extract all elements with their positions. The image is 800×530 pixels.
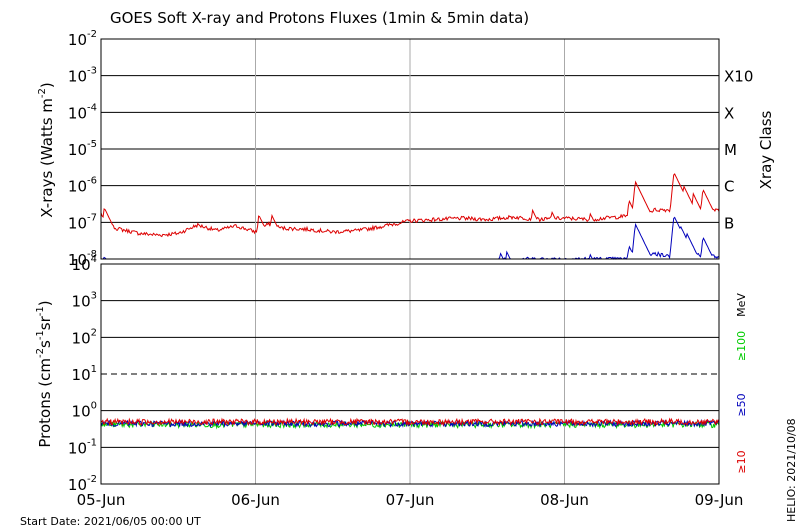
xray-ytick-label: 10-2	[68, 29, 97, 49]
proton-ytick-label: 100	[72, 401, 97, 421]
xray-ylabel: X-rays (Watts m-2)	[37, 82, 56, 217]
proton-panel: 10-2 10-1 100 101 102 103 104 Protons (cm-2s-1…	[35, 254, 748, 494]
proton-ytick-label: 103	[72, 291, 97, 311]
xray-ytick-label: 10-8	[68, 249, 97, 269]
xray-ytick-label: 10-4	[68, 102, 97, 122]
proton-legend-entry: ≥10	[735, 450, 748, 473]
x-tick-label: 08-Jun	[540, 491, 589, 509]
proton-series	[100, 417, 720, 427]
xray-frame	[100, 38, 720, 260]
proton-ytick-label: 10-1	[68, 437, 97, 457]
xray-class-label: B	[724, 214, 734, 232]
chart-title: GOES Soft X-ray and Protons Fluxes (1min…	[110, 9, 529, 27]
xray-class-axis-label: Xray Class	[757, 110, 775, 189]
xray-long-series	[100, 173, 720, 238]
proton-unit-label: MeV	[735, 293, 748, 317]
xray-class-label: X	[724, 104, 734, 122]
xray-class-label: C	[724, 178, 734, 196]
proton-ylabel: Protons (cm-2s-1sr-1)	[35, 300, 54, 447]
proton-legend-entry: ≥100	[735, 331, 748, 361]
x-tick-label: 06-Jun	[231, 491, 280, 509]
xray-class-label: X10	[724, 68, 753, 86]
xray-ytick-label: 10-3	[68, 66, 97, 86]
x-tick-label: 05-Jun	[77, 491, 126, 509]
start-date: Start Date: 2021/06/05 00:00 UT	[20, 515, 201, 528]
proton-ytick-label: 101	[72, 364, 97, 384]
x-tick-label: 07-Jun	[386, 491, 435, 509]
xray-ytick-label: 10-5	[68, 139, 97, 159]
x-tick-label: 09-Jun	[695, 491, 744, 509]
proton-ytick-label: 104	[72, 254, 97, 274]
proton-ytick-label: 10-2	[68, 474, 97, 494]
xray-ytick-label: 10-7	[68, 212, 97, 232]
xray-class-label: M	[724, 141, 737, 159]
proton-frame	[100, 263, 720, 485]
xray-ytick-label: 10-6	[68, 176, 97, 196]
proton-legend-entry: ≥50	[735, 393, 748, 416]
helio-stamp: HELIO: 2021/10/08	[785, 418, 798, 522]
xray-panel: 10-8 10-7 10-6 10-5 10-4 10-3 10-2 X10 X M CB X-r…	[37, 29, 775, 484]
proton-ytick-label: 102	[72, 327, 97, 347]
